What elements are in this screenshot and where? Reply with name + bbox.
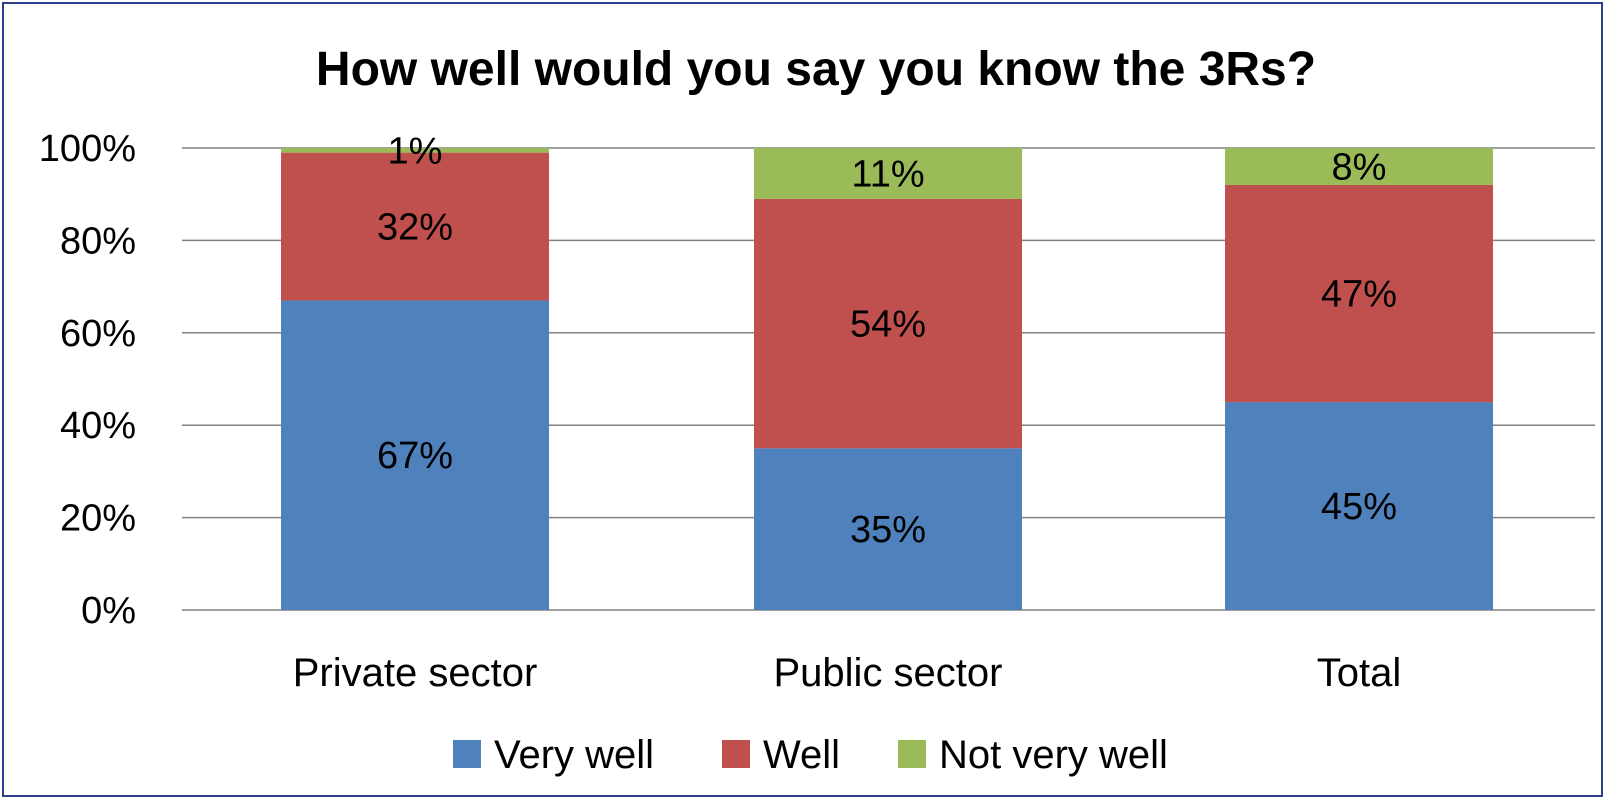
y-tick-label: 100%	[39, 128, 136, 170]
data-label: 1%	[388, 130, 443, 172]
data-label: 35%	[850, 509, 926, 551]
data-label: 54%	[850, 304, 926, 346]
legend-label: Well	[763, 733, 840, 777]
data-labels: 67% 32% 1% 35% 54% 11% 45% 47% 8%	[377, 130, 1397, 551]
data-label: 8%	[1332, 146, 1387, 188]
x-category-label: Public sector	[774, 651, 1003, 695]
data-label: 45%	[1321, 486, 1397, 528]
data-label: 47%	[1321, 274, 1397, 316]
bar-segment	[1225, 184, 1493, 403]
bar-segment	[281, 152, 549, 301]
y-tick-label: 20%	[60, 498, 136, 540]
x-category-label: Private sector	[293, 651, 538, 695]
bar-segment	[754, 198, 1022, 449]
y-tick-label: 40%	[60, 405, 136, 447]
legend-label: Not very well	[939, 733, 1168, 777]
bar-segment	[1225, 148, 1493, 185]
y-tick-label: 80%	[60, 220, 136, 262]
legend-label: Very well	[494, 733, 654, 777]
data-label: 67%	[377, 435, 453, 477]
y-tick-label: 60%	[60, 313, 136, 355]
bar-segment	[281, 300, 549, 610]
data-label: 32%	[377, 207, 453, 249]
bars	[281, 148, 1493, 610]
bar-segment	[754, 448, 1022, 610]
legend-swatch	[898, 740, 926, 768]
x-category-label: Total	[1317, 651, 1402, 695]
legend: Very well Well Not very well	[453, 733, 1168, 777]
data-label: 11%	[851, 153, 924, 195]
legend-swatch	[453, 740, 481, 768]
y-tick-label: 0%	[81, 590, 136, 632]
bar-segment	[281, 148, 549, 153]
y-axis-tick-labels: 0% 20% 40% 60% 80% 100%	[39, 128, 136, 632]
x-axis-category-labels: Private sector Public sector Total	[293, 651, 1402, 695]
bar-segment	[1225, 402, 1493, 610]
legend-swatch	[722, 740, 750, 768]
bar-segment	[754, 148, 1022, 199]
chart-title: How well would you say you know the 3Rs?	[316, 43, 1316, 96]
